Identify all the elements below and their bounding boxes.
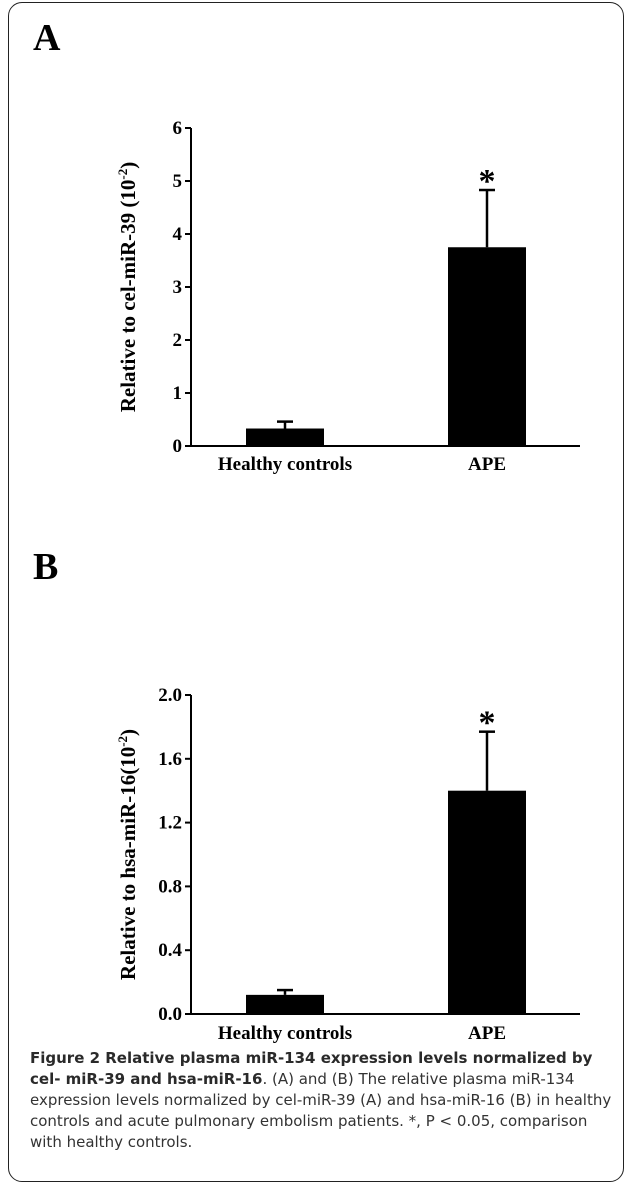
bar [448, 247, 526, 446]
y-axis-label: Relative to cel-miR-39 (10-2) [115, 162, 140, 413]
y-tick-label: 1.2 [158, 813, 182, 834]
y-tick-label: 5 [173, 171, 183, 192]
y-tick-label: 0.8 [158, 876, 182, 897]
y-tick-label: 2 [173, 330, 183, 351]
caption-body: . (A) and (B) The relative plasma miR-13… [30, 1070, 612, 1151]
x-category-label: Healthy controls [218, 1023, 352, 1044]
panel-label-a: A [33, 17, 61, 59]
x-category-label: Healthy controls [218, 454, 352, 475]
significance-mark: * [479, 163, 496, 200]
y-axis-label: Relative to hsa-miR-16(10-2) [115, 729, 140, 980]
y-tick-label: 1.6 [158, 749, 182, 770]
bar [246, 994, 324, 1014]
bar [448, 790, 526, 1014]
y-tick-label: 2.0 [158, 685, 182, 706]
bar [246, 428, 324, 446]
y-tick-label: 4 [173, 224, 183, 245]
y-tick-label: 6 [173, 118, 183, 139]
significance-mark: * [479, 705, 496, 742]
caption-title: Figure 2 Relative plasma miR-134 express… [30, 1049, 593, 1088]
y-tick-label: 1 [173, 383, 183, 404]
x-category-label: APE [468, 454, 506, 475]
y-tick-label: 0.4 [158, 940, 182, 961]
y-tick-label: 0.0 [158, 1004, 182, 1025]
y-tick-label: 3 [173, 277, 183, 298]
x-category-label: APE [468, 1023, 506, 1044]
panel-label-b: B [33, 546, 59, 588]
figure-caption: Figure 2 Relative plasma miR-134 express… [30, 1048, 620, 1153]
y-tick-label: 0 [173, 436, 183, 457]
